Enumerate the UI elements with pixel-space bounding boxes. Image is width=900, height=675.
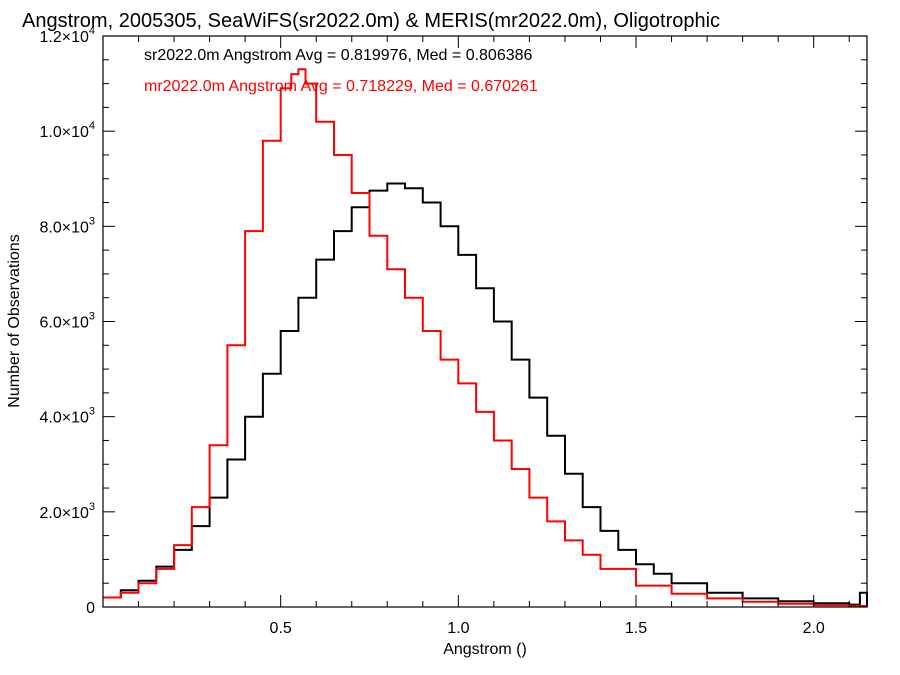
- y-tick-label: 1.2×104: [39, 25, 95, 46]
- y-tick-label: 2.0×103: [39, 501, 95, 522]
- y-axis-label: Number of Observations: [6, 234, 23, 407]
- chart-title: Angstrom, 2005305, SeaWiFS(sr2022.0m) & …: [22, 10, 720, 32]
- y-tick-label: 6.0×103: [39, 311, 95, 332]
- ticks-layer: [103, 35, 867, 608]
- x-tick-label: 1.0: [447, 620, 469, 637]
- legend-entry-0: sr2022.0m Angstrom Avg = 0.819976, Med =…: [144, 47, 533, 64]
- series-line-1: [103, 68, 868, 607]
- legend-entry-1: mr2022.0m Angstrom Avg = 0.718229, Med =…: [144, 78, 538, 95]
- x-tick-label: 2.0: [803, 620, 825, 637]
- x-axis-label: Angstrom (): [443, 641, 527, 658]
- y-tick-label: 8.0×103: [39, 215, 95, 236]
- tick-labels-layer: 0.5 1.0 1.5 2.0 0 2.0×103 4.0×103 6.0×103 8.0×10…: [39, 25, 824, 637]
- y-tick-label: 1.0×104: [39, 120, 95, 141]
- series-line-0: [103, 182, 868, 607]
- x-tick-label: 1.5: [625, 620, 647, 637]
- y-tick-label: 0: [86, 600, 95, 617]
- legend: sr2022.0m Angstrom Avg = 0.819976, Med =…: [144, 47, 538, 95]
- x-tick-label: 0.5: [270, 620, 292, 637]
- series-layer: [103, 68, 868, 607]
- y-tick-label: 4.0×103: [39, 406, 95, 427]
- plot-frame: [102, 35, 868, 608]
